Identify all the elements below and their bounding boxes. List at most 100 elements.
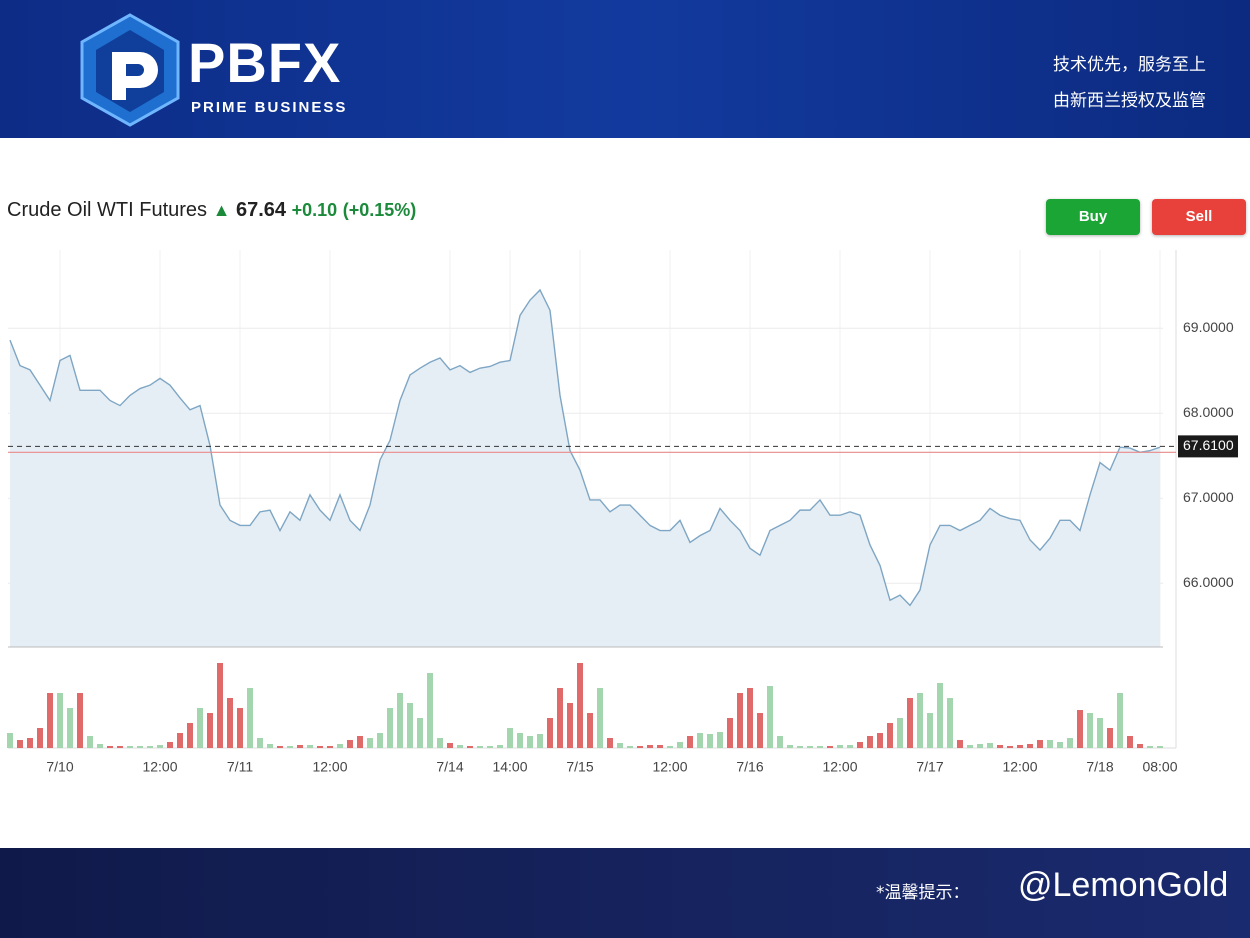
slogan: 由新西兰授权及监管	[1053, 91, 1206, 111]
volume-bar	[477, 746, 483, 748]
volume-bar	[487, 746, 493, 748]
volume-bar	[887, 723, 893, 748]
volume-bar	[97, 744, 103, 748]
volume-bar	[927, 713, 933, 748]
volume-bar	[717, 732, 723, 748]
volume-bar	[217, 663, 223, 748]
volume-bar	[1037, 740, 1043, 748]
volume-bar	[327, 746, 333, 748]
slogan: 技术优先，服务至上	[1053, 55, 1206, 75]
y-tick-label: 69.0000	[1183, 319, 1234, 335]
x-tick-label: 08:00	[1142, 759, 1177, 775]
volume-bar	[727, 718, 733, 748]
volume-bar	[657, 745, 663, 748]
volume-bar	[177, 733, 183, 748]
buy-button[interactable]: Buy	[1046, 199, 1140, 235]
volume-bar	[577, 663, 583, 748]
x-tick-label: 7/15	[566, 759, 593, 775]
change-pct: (+0.15%)	[342, 200, 417, 220]
volume-bar	[267, 744, 273, 748]
x-tick-label: 12:00	[312, 759, 347, 775]
volume-bar	[197, 708, 203, 748]
volume-bar	[157, 745, 163, 748]
volume-bar	[1017, 745, 1023, 748]
volume-bar	[307, 745, 313, 748]
volume-bar	[877, 733, 883, 748]
volume-bar	[747, 688, 753, 748]
footer-note: *温馨提示：	[876, 883, 970, 903]
volume-bar	[957, 740, 963, 748]
volume-bar	[387, 708, 393, 748]
sell-button[interactable]: Sell	[1152, 199, 1246, 235]
x-tick-label: 7/14	[436, 759, 463, 775]
volume-bar	[37, 728, 43, 748]
volume-bar	[377, 733, 383, 748]
volume-bar	[947, 698, 953, 748]
y-tick-label: 67.0000	[1183, 489, 1234, 505]
volume-bar	[7, 733, 13, 748]
watermark: @LemonGold	[1018, 866, 1229, 904]
volume-bar	[497, 745, 503, 748]
volume-bar	[337, 744, 343, 748]
change: +0.10	[291, 200, 338, 220]
x-tick-label: 7/11	[227, 759, 253, 775]
volume-bar	[837, 745, 843, 748]
volume-bar	[667, 746, 673, 748]
volume-bar	[1087, 713, 1093, 748]
volume-bar	[257, 738, 263, 748]
price-line	[9, 288, 1161, 607]
x-tick-label: 12:00	[1002, 759, 1037, 775]
volume-bar	[687, 736, 693, 748]
volume-bar	[537, 734, 543, 748]
volume-bar	[47, 693, 53, 748]
volume-bar	[997, 745, 1003, 748]
volume-bar	[1097, 718, 1103, 748]
volume-bar	[57, 693, 63, 748]
x-tick-label: 12:00	[652, 759, 687, 775]
volume-bar	[807, 746, 813, 748]
up-arrow: ▲	[212, 200, 231, 220]
footer: *温馨提示： @LemonGold	[0, 848, 1250, 938]
volume-bar	[137, 746, 143, 748]
volume-bar	[1157, 746, 1163, 748]
volume-bar	[437, 738, 443, 748]
volume-bar	[87, 736, 93, 748]
x-tick-label: 7/16	[736, 759, 763, 775]
volume-bar	[297, 745, 303, 748]
volume-bar	[287, 746, 293, 748]
volume-bar	[1047, 740, 1053, 748]
quote: Crude Oil WTI Futures ▲ 67.64 +0.10 (+0.…	[7, 199, 416, 222]
volume-bar	[637, 746, 643, 748]
volume-bar	[17, 740, 23, 748]
volume-bar	[417, 718, 423, 748]
last-price-label: 67.6100	[1183, 437, 1234, 453]
y-tick-label: 68.0000	[1183, 404, 1234, 420]
volume-bar	[987, 743, 993, 748]
volume-bar	[867, 736, 873, 748]
volume-bar	[567, 703, 573, 748]
x-tick-label: 14:00	[492, 759, 527, 775]
x-tick-label: 7/10	[46, 759, 73, 775]
volume-bar	[517, 733, 523, 748]
logo	[80, 13, 180, 127]
instrument-name: Crude Oil WTI Futures	[7, 199, 208, 221]
volume-bar	[587, 713, 593, 748]
volume-bar	[597, 688, 603, 748]
last-price-box	[1178, 435, 1238, 458]
volume-bar	[27, 738, 33, 748]
chart: 7/10 12:00 7/11 12:00 7/14 14:00 7/15 12:00 7/16…	[7, 250, 1238, 775]
volume-bar	[367, 738, 373, 748]
volume-bar	[237, 708, 243, 748]
volume-bar	[507, 728, 513, 748]
volume-bar	[977, 744, 983, 748]
volume-bar	[187, 723, 193, 748]
price: 67.64	[236, 199, 287, 221]
volume-bar	[737, 693, 743, 748]
x-tick-label: 12:00	[822, 759, 857, 775]
volume-bar	[897, 718, 903, 748]
volume-bar	[1067, 738, 1073, 748]
volume-bar	[347, 740, 353, 748]
volume-bar	[847, 745, 853, 748]
volume-bar	[247, 688, 253, 748]
volume-bar	[937, 683, 943, 748]
